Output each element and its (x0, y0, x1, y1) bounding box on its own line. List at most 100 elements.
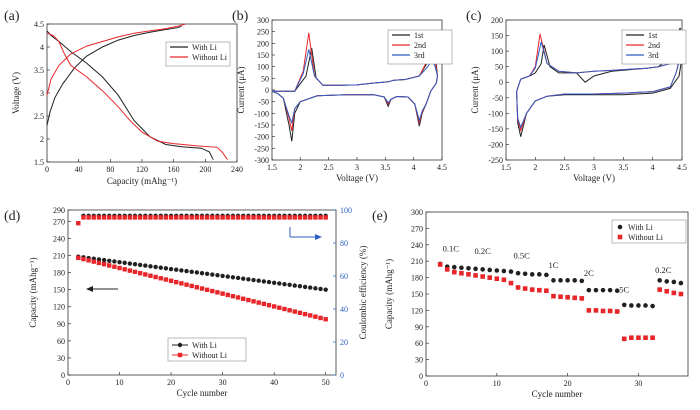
chart-e-xtick-label: 10 (493, 379, 501, 388)
chart-d-capacity-point (256, 300, 261, 305)
chart-d-capacity-point (143, 272, 148, 277)
chart-d-efficiency-point (158, 215, 163, 220)
chart-d-capacity-point (215, 290, 220, 295)
chart-e-point-point (522, 271, 528, 277)
chart-d-capacity-point (302, 284, 308, 290)
chart-c-xtick-label: 4 (651, 163, 655, 172)
chart-e-point-point (444, 267, 450, 272)
chart-d-efficiency-point (261, 215, 267, 220)
chart-e-point-point (614, 288, 620, 294)
chart-d-capacity-point (163, 266, 169, 271)
chart-a-series-line (46, 32, 228, 160)
chart-b-ylabel: Current (μA) (236, 66, 246, 113)
chart-e: 0 10 20 300306090120150180210240270300Cycle… (384, 208, 689, 399)
chart-e-ytick-label: 90 (415, 323, 423, 332)
chart-e-point-point (572, 278, 578, 283)
chart-e-point-point (650, 303, 655, 309)
chart-e-point-point (565, 278, 570, 283)
chart-d-efficiency-point (199, 215, 205, 220)
chart-e-point-point (515, 270, 521, 276)
chart-d-capacity-point (246, 277, 251, 282)
chart-d-efficiency-point (76, 221, 81, 226)
chart-d-capacity-point (271, 280, 277, 285)
chart-e-point-point (593, 308, 599, 313)
chart-e-point-point (650, 335, 655, 341)
chart-e-point-point (480, 267, 485, 272)
chart-d-arrow-right-head (315, 234, 322, 240)
chart-d-capacity-point (199, 270, 205, 276)
chart-d-capacity-point (153, 264, 158, 270)
chart-c-legend-label: 2nd (648, 41, 660, 50)
chart-d-capacity-point (266, 302, 272, 308)
panel-letter-d: (d) (4, 209, 21, 224)
chart-b-xtick-label: 3.5 (380, 163, 390, 172)
chart-d-legend-label: With Li (192, 341, 218, 350)
chart-a-series-line (46, 23, 186, 96)
chart-d-capacity-point (76, 255, 81, 260)
chart-d-capacity-point (292, 309, 297, 314)
chart-e-point-point (607, 308, 613, 314)
chart-c-legend-label: 3rd (648, 51, 659, 60)
chart-d-legend-marker-point (177, 352, 183, 358)
chart-e-point-point (600, 287, 606, 293)
chart-d-efficiency-point (122, 215, 127, 220)
chart-e-point-point (621, 336, 627, 342)
chart-d-efficiency-point (143, 215, 148, 220)
chart-e-point-point (664, 288, 670, 294)
chart-d-plot-frame (67, 209, 337, 376)
chart-d-y2tick-label: 100 (340, 206, 352, 215)
chart-d-efficiency-point (148, 215, 153, 220)
chart-d-xtick-label: 40 (270, 378, 278, 387)
chart-a-legend-box (165, 41, 231, 67)
chart-d-efficiency-point (132, 215, 138, 220)
chart-b-xtick-label: 1.5 (267, 163, 277, 172)
chart-d-capacity-point (277, 305, 282, 310)
chart-e-point-point (657, 287, 662, 292)
chart-d-capacity-point (122, 267, 127, 272)
chart-e-legend-marker-point (617, 234, 623, 240)
chart-e-ytick-label: 0 (419, 372, 423, 381)
chart-a-ytick-label: 4 (40, 43, 44, 52)
chart-e-ylabel: Capacity (mAhg⁻¹) (384, 259, 394, 329)
chart-e-ytick-label: 120 (411, 306, 423, 315)
chart-a-series-line (46, 30, 214, 160)
chart-e-rate-label: 0.5C (513, 250, 530, 260)
chart-d-efficiency-point (287, 215, 292, 220)
chart-d-xtick-label: 10 (116, 378, 124, 387)
chart-d-capacity-point (277, 281, 282, 286)
chart-e-point-point (636, 335, 641, 341)
chart-d-efficiency-point (168, 215, 174, 220)
chart-c-xtick-label: 4.5 (677, 163, 687, 172)
chart-d-ytick-label: 90 (57, 320, 65, 329)
chart-d-efficiency-point (220, 215, 225, 220)
chart-e-point-point (579, 278, 585, 284)
chart-d-capacity-point (112, 259, 117, 264)
chart-a-xtick-label: 0 (45, 165, 49, 174)
chart-d-capacity-point (318, 315, 323, 321)
chart-d-capacity-point (210, 272, 215, 277)
chart-d-efficiency-point (251, 215, 256, 220)
chart-d-y2tick-label: 60 (340, 272, 348, 281)
chart-e-point-point (664, 279, 670, 284)
chart-c-ytick-label: -50 (492, 94, 503, 103)
chart-d-capacity-point (282, 281, 287, 287)
chart-e-point-point (452, 269, 457, 275)
chart-e-point-point (459, 265, 464, 271)
chart-d-capacity-point (292, 283, 297, 288)
chart-d-capacity-point (107, 258, 112, 263)
chart-a-xtick-label: 120 (136, 165, 148, 174)
chart-d-capacity-point (81, 256, 86, 262)
chart-a-legend-label: Without Li (192, 53, 228, 62)
chart-e-point-point (515, 285, 521, 290)
chart-d-capacity-point (127, 261, 133, 266)
chart-d-efficiency-point (101, 215, 107, 220)
chart-d-efficiency-point (266, 215, 272, 220)
chart-d-ytick-label: 0 (61, 371, 65, 380)
chart-d-capacity-point (122, 260, 127, 266)
chart-b-xtick-label: 4.5 (437, 163, 447, 172)
chart-c-xtick-label: 3.5 (618, 163, 628, 172)
chart-e-point-point (473, 266, 478, 272)
chart-b-ytick-label: -200 (254, 133, 269, 142)
chart-d-capacity-point (163, 277, 169, 282)
chart-e-point-point (621, 302, 627, 308)
